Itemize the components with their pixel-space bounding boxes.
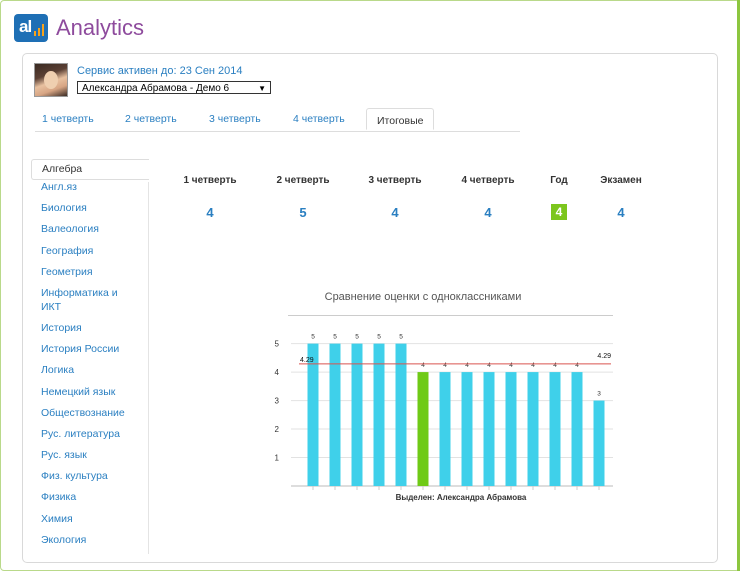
bar-value-label: 5 [311,334,315,341]
chart-title-rule [288,315,613,316]
app-title: Analytics [56,15,145,40]
chart-bar [373,343,385,486]
grade-header: 4 четверть [461,175,515,186]
bar-value-label: 4 [465,362,469,369]
chart-bar [461,372,473,486]
chart-bar [483,372,495,486]
bar-value-label: 5 [399,334,403,341]
chart-bar [417,372,429,486]
chart-bar [527,372,539,486]
bar-value-label: 4 [509,362,513,369]
bar-value-label: 4 [531,362,535,369]
chart-bar [549,372,561,486]
bar-value-label: 4 [487,362,491,369]
subject-item[interactable]: Немецкий язык [41,385,116,398]
subject-item[interactable]: География [41,244,94,257]
chart-bar [307,343,319,486]
grade-header: Экзамен [600,175,642,186]
average-label-left: 4.29 [300,357,314,364]
grade-value-year: 4 [551,204,567,220]
tab-final[interactable]: Итоговые [366,108,435,130]
bar-value-label: 4 [443,362,447,369]
bar-value-label: 5 [355,334,359,341]
comparison-chart: 1 2 3 4 5 5 5 5 5 5 4 4 4 4 4 4 4 4 3 4.29 4.29 Выделен: Алек… [275,334,613,502]
subject-item[interactable]: Экология [41,533,87,546]
subject-item[interactable]: Обществознание [41,406,125,419]
y-tick-label: 2 [275,425,280,434]
chart-title: Сравнение оценки с одноклассниками [324,291,522,303]
tab-quarter-2[interactable]: 2 четверть [125,113,177,125]
grade-value: 4 [206,205,214,220]
chart-bar [593,400,605,486]
subject-item[interactable]: Англ.яз [41,181,77,193]
grade-header: 3 четверть [368,175,422,186]
subject-item[interactable]: Физ. культура [41,470,108,483]
chevron-down-icon: ▼ [258,84,266,93]
user-select-value: Александра Абрамова - Демо 6 [82,83,230,94]
subject-item[interactable]: Физика [41,491,77,504]
period-tabs: 1 четверть 2 четверть 3 четверть 4 четве… [35,108,520,132]
bar-value-label: 5 [377,334,381,341]
tab-quarter-1[interactable]: 1 четверть [42,113,94,125]
subject-item[interactable]: История России [41,343,120,356]
logo-text: al [19,17,32,36]
app-logo: al [14,14,48,42]
main-panel: Сервис активен до: 23 Сен 2014 Александр… [22,53,718,563]
subject-item[interactable]: Алгебра [31,159,149,180]
subject-item[interactable]: История [41,321,82,334]
average-label-right: 4.29 [597,353,611,360]
subject-item[interactable]: Логика [41,364,75,377]
grade-header: 1 четверть [183,175,237,186]
subject-item[interactable]: Рус. литература [41,427,120,440]
bar-value-label: 4 [421,362,425,369]
chart-bar [571,372,583,486]
bar-value-label: 4 [553,362,557,369]
subject-list: Алгебра Англ.яз Биология Валеология Геог… [31,159,149,554]
x-axis-label: Выделен: Александра Абрамова [396,493,527,502]
chart-bar [505,372,517,486]
service-status: Сервис активен до: 23 Сен 2014 [77,65,243,77]
y-tick-label: 3 [275,397,280,406]
grade-value: 4 [484,205,492,220]
chart-bar [329,343,341,486]
chart-bar [395,343,407,486]
subject-item[interactable]: Геометрия [41,265,93,278]
chart-bar [439,372,451,486]
subject-item[interactable]: Биология [41,202,87,215]
tab-quarter-4[interactable]: 4 четверть [293,113,345,125]
y-tick-label: 1 [275,454,280,463]
grade-value: 4 [617,205,625,220]
chart-bar [351,343,363,486]
subject-item[interactable]: Химия [41,512,73,525]
bar-value-label: 4 [575,362,579,369]
sidebar-divider [148,182,149,554]
grade-header: 2 четверть [276,175,330,186]
y-tick-label: 5 [275,340,280,349]
tab-quarter-3[interactable]: 3 четверть [209,113,261,125]
grade-header: Год [550,175,568,186]
subject-item[interactable]: Рус. язык [41,449,87,462]
subject-item[interactable]: Валеология [41,223,99,236]
subject-item[interactable]: Информатика и ИКТ [41,286,118,313]
y-tick-label: 4 [275,368,280,377]
user-select[interactable]: Александра Абрамова - Демо 6 ▼ [77,81,271,94]
bar-value-label: 3 [597,391,601,398]
bar-value-label: 5 [333,334,337,341]
app-header: al Analytics [14,12,144,44]
grade-value: 4 [391,205,399,220]
grade-value: 5 [299,205,307,220]
window-edge [737,0,740,571]
avatar [34,63,68,97]
logo-bars-icon [34,24,44,36]
